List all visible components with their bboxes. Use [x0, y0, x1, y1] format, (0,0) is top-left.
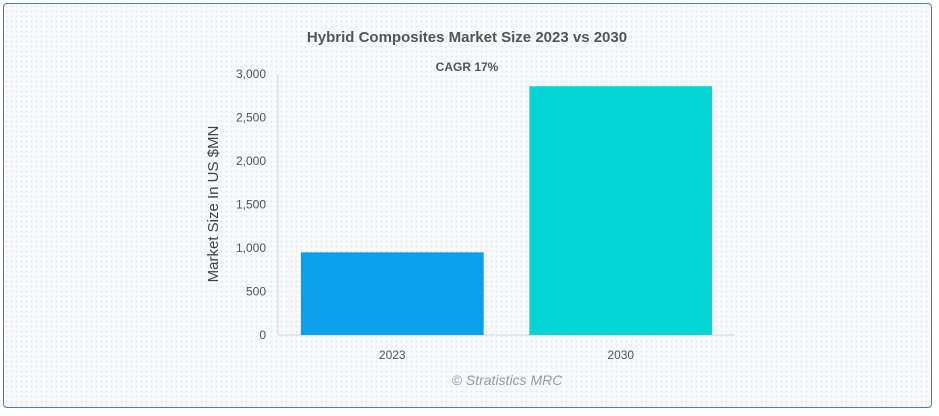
y-ticks: 0 500 1,000 1,500 2,000 2,500 3,000 [236, 67, 266, 342]
bar-2023[interactable] [300, 252, 484, 335]
y-tick-label: 0 [259, 328, 266, 342]
y-tick-label: 3,000 [236, 67, 266, 81]
y-tick-label: 1,000 [236, 241, 266, 255]
y-tick-label: 2,000 [236, 154, 266, 168]
chart-subtitle: CAGR 17% [436, 60, 499, 74]
bar-2030[interactable] [529, 86, 713, 336]
x-ticks: 2023 2030 [379, 348, 635, 362]
bars [300, 86, 713, 336]
chart-title: Hybrid Composites Market Size 2023 vs 20… [307, 29, 627, 46]
credit-text: © Stratistics MRC [452, 372, 564, 388]
x-tick-label: 2030 [607, 348, 634, 362]
x-tick-label: 2023 [379, 348, 406, 362]
chart-container [3, 3, 932, 408]
y-axis-label: Market Size In US $MN [205, 126, 222, 283]
y-tick-label: 1,500 [236, 198, 266, 212]
y-tick-label: 500 [246, 285, 266, 299]
y-tick-label: 2,500 [236, 111, 266, 125]
